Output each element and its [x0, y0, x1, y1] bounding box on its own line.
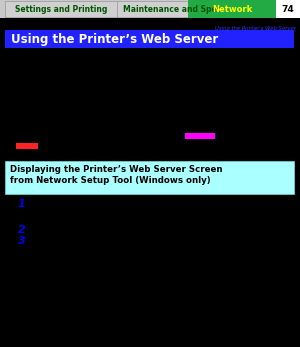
Text: Displaying the Printer’s Web Server Screen: Displaying the Printer’s Web Server Scre… [10, 165, 223, 174]
Text: 3: 3 [18, 236, 26, 246]
Bar [188, 0, 276, 18]
Bar [185, 133, 215, 139]
Text: 74: 74 [282, 5, 294, 14]
Polygon shape [117, 1, 125, 17]
Bar [276, 0, 300, 18]
Text: Maintenance and Spec.: Maintenance and Spec. [123, 5, 225, 14]
Bar [5, 1, 117, 17]
Bar [5, 161, 294, 194]
Polygon shape [231, 1, 239, 17]
Bar [16, 143, 38, 149]
Bar [5, 30, 294, 48]
Bar [117, 1, 231, 17]
Text: 2: 2 [18, 225, 26, 235]
Text: from Network Setup Tool (Windows only): from Network Setup Tool (Windows only) [10, 176, 211, 185]
Text: Settings and Printing: Settings and Printing [15, 5, 107, 14]
Text: Network: Network [212, 5, 252, 14]
Text: Using the Printer’s Web Server: Using the Printer’s Web Server [11, 33, 218, 45]
Bar [0, 0, 300, 18]
Text: 1: 1 [18, 199, 26, 209]
Text: Using the Printer's Web Server: Using the Printer's Web Server [215, 26, 296, 31]
